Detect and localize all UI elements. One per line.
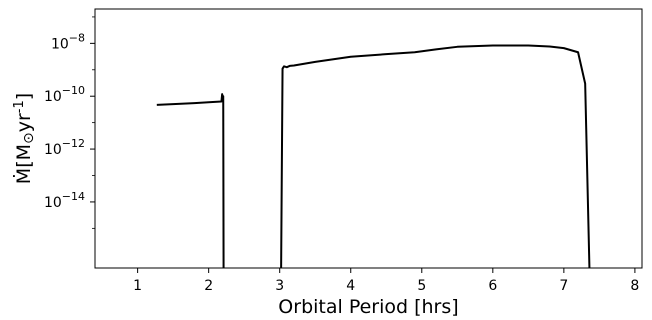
y-axis-label-exponent: -1 xyxy=(12,100,27,113)
y-axis: 10−8 10−10 10−12 10−14 xyxy=(44,16,95,229)
series-layer xyxy=(156,44,591,269)
plot-area xyxy=(94,8,643,269)
x-tick-label: 2 xyxy=(204,278,213,294)
y-tick-label: 10−14 xyxy=(44,190,85,211)
x-tick-label: 1 xyxy=(133,278,142,294)
y-tick-label: 10−10 xyxy=(44,84,85,105)
series-line-2 xyxy=(280,44,591,269)
x-tick-label: 4 xyxy=(346,278,355,294)
y-axis-label: Ṁ[M⊙yr-1] xyxy=(12,93,38,184)
x-tick-label: 3 xyxy=(275,278,284,294)
plot-frame xyxy=(94,8,643,269)
x-tick-label: 6 xyxy=(488,278,497,294)
x-tick-label: 8 xyxy=(630,278,639,294)
x-axis-label: Orbital Period [hrs] xyxy=(278,296,458,318)
y-axis-label-prefix: Ṁ[M xyxy=(12,144,35,184)
y-axis-label-middle: yr xyxy=(13,113,35,132)
x-tick-label: 5 xyxy=(417,278,426,294)
series-line-1 xyxy=(156,93,225,269)
x-tick-label: 7 xyxy=(559,278,568,294)
y-axis-label-suffix: ] xyxy=(13,93,35,100)
y-tick-label: 10−12 xyxy=(44,137,85,158)
y-tick-label: 10−8 xyxy=(51,31,85,52)
x-axis: 1 2 3 4 5 6 7 8 xyxy=(133,268,639,294)
y-axis-label-sun: ⊙ xyxy=(21,132,37,144)
